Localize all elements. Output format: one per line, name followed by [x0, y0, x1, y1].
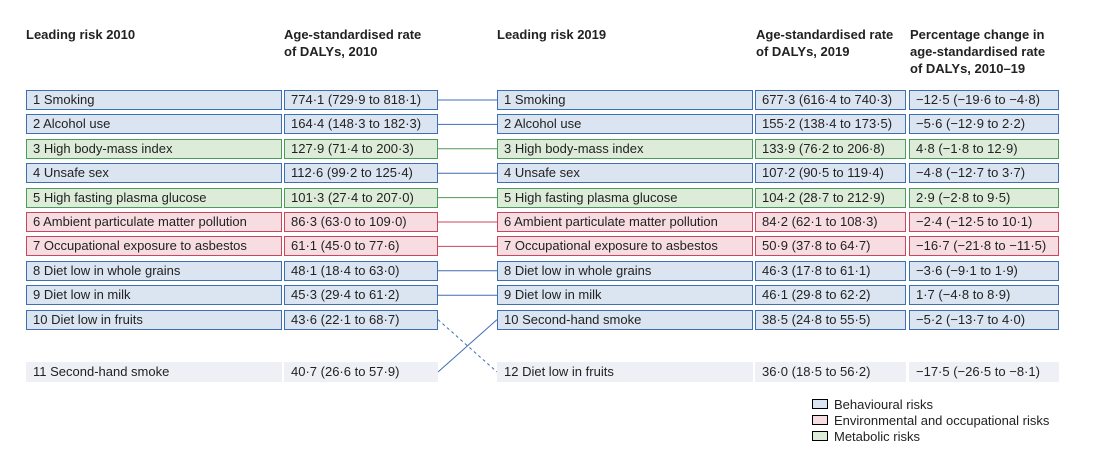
legend-label: Metabolic risks: [834, 428, 920, 444]
rate-2019-cell: 107·2 (90·5 to 119·4): [755, 163, 906, 184]
legend-swatch: [812, 415, 828, 425]
rate-2010-cell: 101·3 (27·4 to 207·0): [284, 187, 438, 208]
rate-2019-cell: 46·3 (17·8 to 61·1): [755, 260, 906, 281]
legend-label: Behavioural risks: [834, 396, 933, 412]
risk-2010-cell: 5 High fasting plasma glucose: [26, 187, 282, 208]
rate-2010-cell: 774·1 (729·9 to 818·1): [284, 90, 438, 110]
change-cell: −12·5 (−19·6 to −4·8): [909, 90, 1059, 110]
change-cell: −5·6 (−12·9 to 2·2): [909, 114, 1059, 135]
rate-2019-cell: 155·2 (138·4 to 173·5): [755, 114, 906, 135]
risk-2019-cell: 8 Diet low in whole grains: [497, 260, 753, 281]
risk-2010-cell: 1 Smoking: [26, 90, 282, 110]
header-line: Age-standardised rate: [284, 27, 422, 42]
risk-2010-cell: 7 Occupational exposure to asbestos: [26, 236, 282, 257]
change-cell: −2·4 (−12·5 to 10·1): [909, 212, 1059, 232]
risk-2019-cell: 5 High fasting plasma glucose: [497, 187, 753, 208]
rank-connector-line: [437, 319, 498, 373]
risk-2019-cell: 6 Ambient particulate matter pollution: [497, 212, 753, 232]
rate-2010-cell: 127·9 (71·4 to 200·3): [284, 138, 438, 159]
risk-2010-cell: 3 High body-mass index: [26, 138, 282, 159]
header-leading-risk-2010: Leading risk 2010: [26, 26, 135, 43]
risk-2019-cell: 10 Second-hand smoke: [497, 309, 753, 330]
change-cell: −5·2 (−13·7 to 4·0): [909, 309, 1059, 330]
risk-2019-cell: 9 Diet low in milk: [497, 285, 753, 306]
header-percentage-change: Percentage change in age-standardised ra…: [910, 26, 1045, 77]
change-cell: 4·8 (−1·8 to 12·9): [909, 138, 1059, 159]
header-text: Leading risk 2019: [497, 27, 607, 42]
rate-2010-cell: 43·6 (22·1 to 68·7): [284, 309, 438, 330]
rate-2010-cell: 45·3 (29·4 to 61·2): [284, 285, 438, 306]
risk-2010-cell: 9 Diet low in milk: [26, 285, 282, 306]
header-rate-2019: Age-standardised rate of DALYs, 2019: [756, 26, 893, 60]
header-leading-risk-2019: Leading risk 2019: [497, 26, 606, 43]
risk-2019-cell: 12 Diet low in fruits: [497, 362, 753, 382]
rate-2019-cell: 84·2 (62·1 to 108·3): [755, 212, 906, 232]
legend: Behavioural risks Environmental and occu…: [812, 396, 1049, 444]
header-line: Age-standardised rate: [756, 27, 894, 42]
risk-2019-cell: 4 Unsafe sex: [497, 163, 753, 184]
rate-2019-cell: 38·5 (24·8 to 55·5): [755, 309, 906, 330]
rate-2019-cell: 104·2 (28·7 to 212·9): [755, 187, 906, 208]
risk-2010-cell: 6 Ambient particulate matter pollution: [26, 212, 282, 232]
rate-2019-cell: 46·1 (29·8 to 62·2): [755, 285, 906, 306]
risk-2019-cell: 3 High body-mass index: [497, 138, 753, 159]
legend-swatch: [812, 431, 828, 441]
legend-label: Environmental and occupational risks: [834, 412, 1050, 428]
header-line: of DALYs, 2010: [284, 44, 378, 59]
risk-2010-cell: 4 Unsafe sex: [26, 163, 282, 184]
rate-2010-cell: 112·6 (99·2 to 125·4): [284, 163, 438, 184]
rate-2010-cell: 61·1 (45·0 to 77·6): [284, 236, 438, 257]
header-line: age-standardised rate: [910, 44, 1046, 59]
rate-2019-cell: 50·9 (37·8 to 64·7): [755, 236, 906, 257]
rate-2019-cell: 133·9 (76·2 to 206·8): [755, 138, 906, 159]
change-cell: −3·6 (−9·1 to 1·9): [909, 260, 1059, 281]
change-cell: −16·7 (−21·8 to −11·5): [909, 236, 1059, 257]
header-line: Percentage change in: [910, 27, 1045, 42]
risk-2019-cell: 7 Occupational exposure to asbestos: [497, 236, 753, 257]
change-cell: 2·9 (−2·8 to 9·5): [909, 187, 1059, 208]
change-cell: −4·8 (−12·7 to 3·7): [909, 163, 1059, 184]
risk-2019-cell: 2 Alcohol use: [497, 114, 753, 135]
risk-2019-cell: 1 Smoking: [497, 90, 753, 110]
legend-item-metabolic: Metabolic risks: [812, 428, 1049, 444]
rate-2010-cell: 86·3 (63·0 to 109·0): [284, 212, 438, 232]
rate-2019-cell: 36·0 (18·5 to 56·2): [755, 362, 906, 382]
header-line: of DALYs, 2010–19: [910, 61, 1026, 76]
risk-2010-cell: 10 Diet low in fruits: [26, 309, 282, 330]
legend-swatch: [812, 399, 828, 409]
risk-2010-cell: 8 Diet low in whole grains: [26, 260, 282, 281]
risk-2010-cell: 2 Alcohol use: [26, 114, 282, 135]
header-line: of DALYs, 2019: [756, 44, 850, 59]
legend-item-environmental: Environmental and occupational risks: [812, 412, 1049, 428]
risk-2010-cell: 11 Second-hand smoke: [26, 362, 282, 382]
rate-2010-cell: 48·1 (18·4 to 63·0): [284, 260, 438, 281]
legend-item-behavioural: Behavioural risks: [812, 396, 1049, 412]
rate-2010-cell: 164·4 (148·3 to 182·3): [284, 114, 438, 135]
change-cell: 1·7 (−4·8 to 8·9): [909, 285, 1059, 306]
change-cell: −17·5 (−26·5 to −8·1): [909, 362, 1059, 382]
rate-2019-cell: 677·3 (616·4 to 740·3): [755, 90, 906, 110]
rank-connector-line: [437, 319, 498, 373]
rate-2010-cell: 40·7 (26·6 to 57·9): [284, 362, 438, 382]
header-rate-2010: Age-standardised rate of DALYs, 2010: [284, 26, 421, 60]
header-text: Leading risk 2010: [26, 27, 136, 42]
